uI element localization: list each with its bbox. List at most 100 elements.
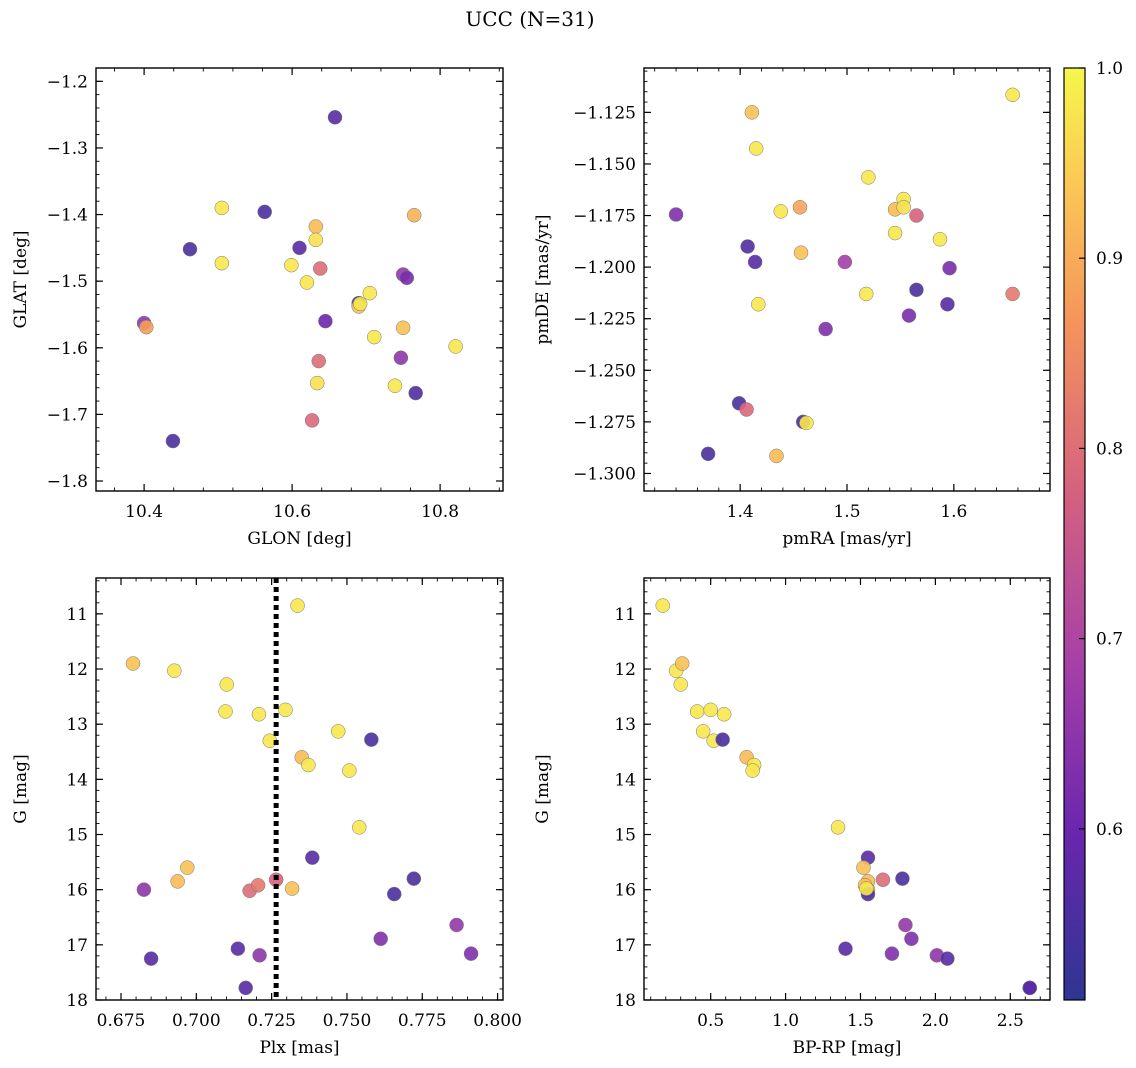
axes-frame xyxy=(643,577,1051,1001)
y-tick-label: 14 xyxy=(614,770,636,790)
data-point xyxy=(838,941,853,956)
data-point xyxy=(308,219,324,234)
data-point xyxy=(716,707,732,722)
x-tick-label: 1.5 xyxy=(847,1011,874,1031)
x-axis-label: pmRA [mas/yr] xyxy=(782,529,911,549)
data-point xyxy=(214,200,230,216)
data-point xyxy=(1005,286,1020,302)
x-tick-label: 2.5 xyxy=(997,1011,1024,1031)
data-point xyxy=(250,878,266,893)
data-point xyxy=(799,415,814,431)
data-point xyxy=(793,245,809,260)
data-point xyxy=(747,254,763,270)
data-point xyxy=(180,860,195,875)
data-point xyxy=(689,704,705,719)
x-tick-label: 0.675 xyxy=(97,1011,146,1031)
y-tick-label: −1.275 xyxy=(573,413,636,433)
data-point xyxy=(182,241,198,257)
y-tick-label: 15 xyxy=(66,826,88,846)
y-tick-label: −1.300 xyxy=(573,464,636,484)
data-point xyxy=(305,850,320,865)
axes-frame xyxy=(643,67,1051,492)
x-tick-label: 10.8 xyxy=(421,502,459,522)
data-point xyxy=(673,677,688,692)
x-tick-label: 0.800 xyxy=(473,1011,522,1031)
y-tick-label: 11 xyxy=(66,605,88,625)
data-point xyxy=(406,871,422,886)
figure-title: UCC (N=31) xyxy=(465,7,594,31)
data-point xyxy=(715,732,730,747)
y-axis-label: pmDE [mas/yr] xyxy=(533,214,553,344)
data-point xyxy=(136,882,152,897)
data-point xyxy=(448,339,463,354)
data-point xyxy=(284,257,299,273)
data-point xyxy=(330,724,346,739)
y-tick-label: −1.8 xyxy=(47,472,88,492)
colorbar-tick-label: 0.8 xyxy=(1096,439,1123,459)
data-point xyxy=(167,663,182,678)
data-point xyxy=(301,757,316,773)
data-point xyxy=(165,433,181,449)
axes-frame xyxy=(95,577,504,1001)
colorbar-gradient xyxy=(1063,67,1086,1001)
y-tick-label: 16 xyxy=(614,881,636,901)
data-point xyxy=(257,204,272,220)
y-tick-label: −1.4 xyxy=(47,206,88,226)
data-point xyxy=(387,378,403,393)
y-tick-label: −1.7 xyxy=(47,405,88,425)
data-point xyxy=(744,105,760,120)
data-point xyxy=(896,200,911,215)
y-tick-label: 17 xyxy=(66,936,88,956)
y-tick-label: 17 xyxy=(614,936,636,956)
y-tick-label: 11 xyxy=(614,605,636,625)
x-tick-label: 0.725 xyxy=(247,1011,296,1031)
data-point xyxy=(769,448,784,464)
scatter-points xyxy=(136,110,463,449)
data-point xyxy=(463,946,479,961)
data-point xyxy=(342,763,357,778)
data-point xyxy=(1005,87,1020,103)
x-tick-label: 0.700 xyxy=(172,1011,221,1031)
y-tick-label: 12 xyxy=(66,660,88,680)
y-tick-label: −1.150 xyxy=(573,155,636,175)
data-point xyxy=(125,656,141,671)
data-point xyxy=(695,724,711,739)
data-point xyxy=(875,872,891,887)
y-tick-label: −1.2 xyxy=(47,72,88,92)
data-point xyxy=(219,677,234,692)
data-point xyxy=(352,820,367,835)
data-point xyxy=(887,225,903,241)
data-point xyxy=(748,141,764,156)
y-tick-label: −1.3 xyxy=(47,139,88,159)
x-tick-label: 10.6 xyxy=(273,502,311,522)
data-point xyxy=(252,948,267,963)
data-point xyxy=(310,375,325,391)
data-point xyxy=(290,598,305,613)
data-point xyxy=(311,353,326,369)
data-point xyxy=(327,110,343,125)
glon-glat-panel: 10.4 10.6 10.8 −1.8 −1.7 −1.6 −1.5 −1.4 −1.3 −1.2… xyxy=(11,67,504,549)
y-tick-label: −1.6 xyxy=(47,339,88,359)
y-tick-label: 12 xyxy=(614,660,636,680)
data-point xyxy=(312,261,328,276)
data-point xyxy=(858,286,874,302)
data-point xyxy=(251,707,267,722)
data-point xyxy=(830,820,846,835)
data-point xyxy=(792,200,808,215)
y-tick-label: 13 xyxy=(66,715,88,735)
data-point xyxy=(373,931,388,947)
data-point xyxy=(884,946,900,961)
bprp-g-panel: 0.5 1.0 1.5 2.0 2.5 11 12 13 14 15 16 17 18 BP-RP [ma… xyxy=(533,577,1051,1058)
data-point xyxy=(861,170,876,185)
scatter-points xyxy=(125,578,479,1000)
data-point xyxy=(395,320,411,336)
data-point xyxy=(1022,980,1038,996)
data-point xyxy=(904,931,919,947)
data-point xyxy=(703,702,718,718)
x-tick-label: 0.750 xyxy=(323,1011,372,1031)
data-point xyxy=(230,941,246,956)
data-point xyxy=(909,282,924,298)
data-point xyxy=(364,732,379,747)
data-point xyxy=(740,239,755,254)
